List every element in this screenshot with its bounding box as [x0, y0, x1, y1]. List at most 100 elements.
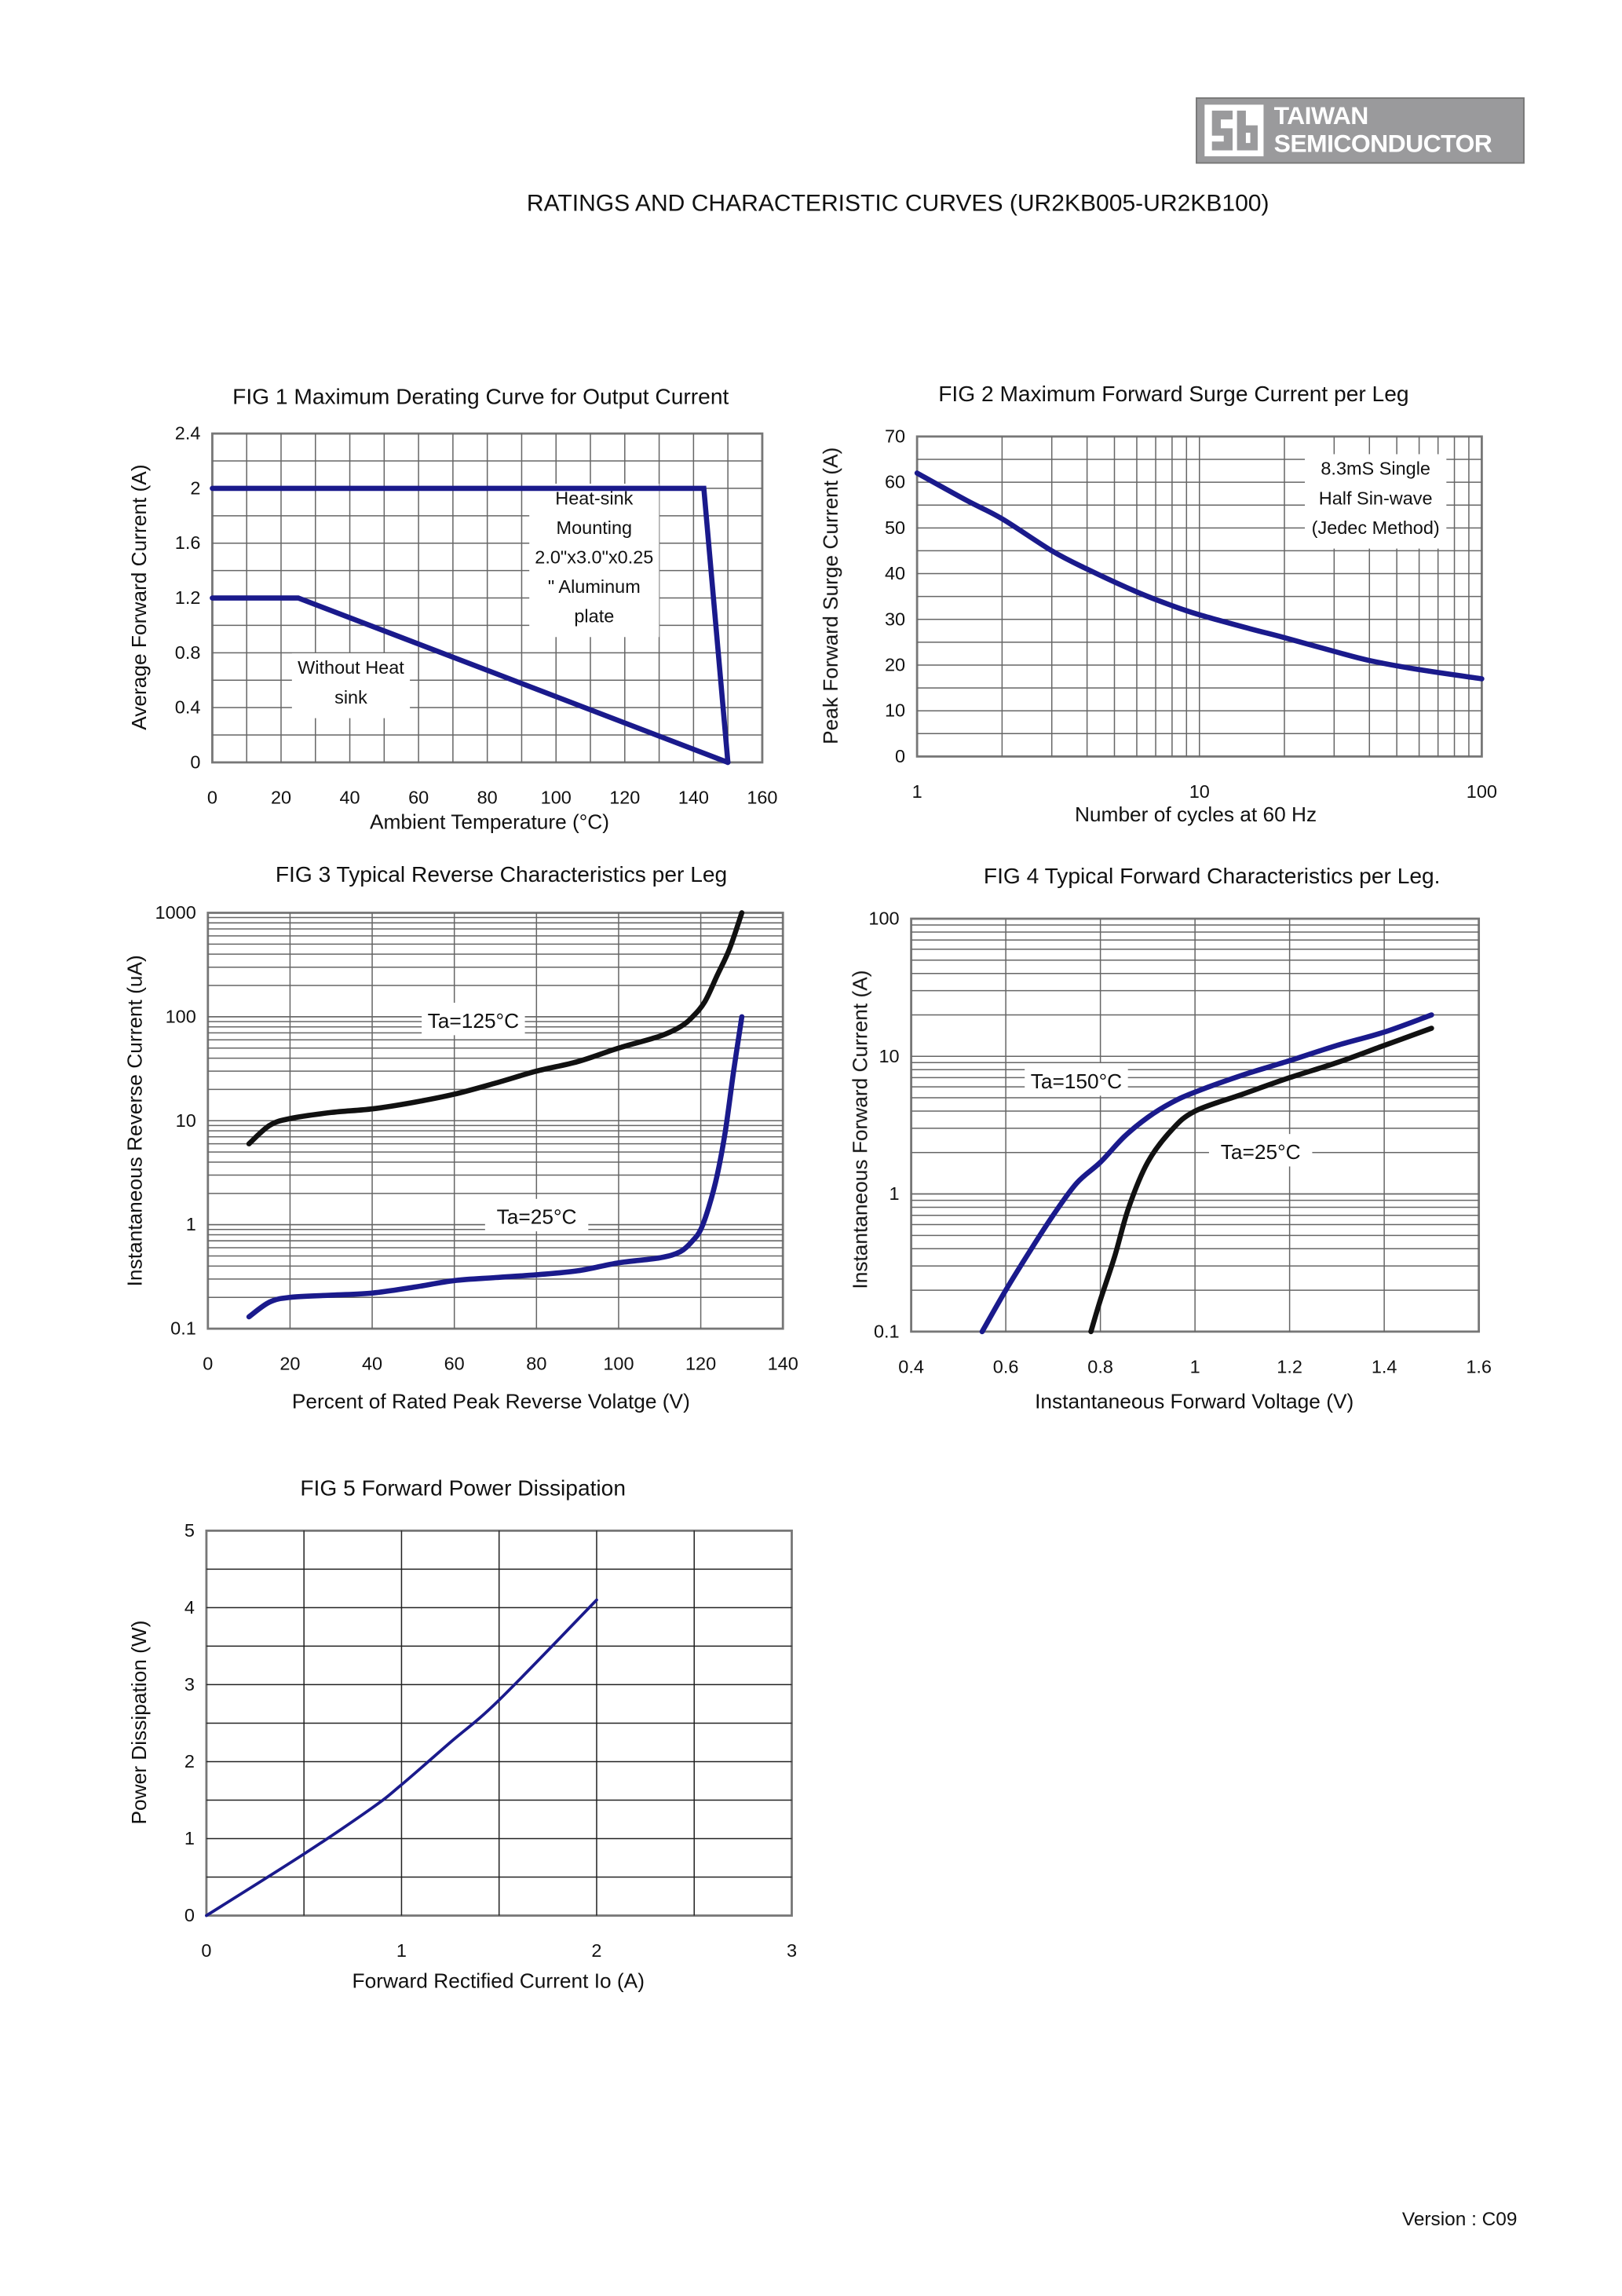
y-axis-label: Average Forward Current (A): [127, 464, 151, 729]
series-label: Ta=25°C: [497, 1205, 577, 1229]
x-axis-label: Percent of Rated Peak Reverse Volatge (V…: [292, 1389, 690, 1413]
x-tick-label: 1.6: [1466, 1356, 1492, 1377]
y-tick-label: 2: [190, 477, 200, 498]
y-axis-label: Power Dissipation (W): [127, 1621, 151, 1825]
series-label-background: [484, 1198, 589, 1232]
x-tick-label: 160: [747, 788, 777, 808]
y-axis-label: Peak Forward Surge Current (A): [819, 448, 842, 744]
x-tick-label: 40: [362, 1354, 382, 1374]
x-tick-label: 100: [1467, 781, 1497, 802]
x-tick-label: 60: [444, 1354, 465, 1374]
x-tick-label: 0: [201, 1940, 211, 1961]
x-tick-label: 100: [541, 788, 572, 808]
series-line-1: [246, 910, 745, 1146]
y-tick-label: 60: [885, 472, 905, 492]
taiwan-semiconductor-logo: TAIWAN SEMICONDUCTOR: [1196, 97, 1525, 164]
y-tick-label: 1000: [155, 902, 196, 923]
annotation-text: Heat-sink: [555, 488, 633, 508]
y-tick-label: 0.8: [175, 642, 201, 663]
series-line-1: [914, 470, 1485, 682]
y-tick-label: 100: [868, 909, 899, 929]
x-tick-label: 1: [1190, 1356, 1200, 1377]
y-tick-label: 10: [885, 700, 905, 721]
y-tick-label: 0: [190, 751, 200, 772]
y-tick-label: 100: [166, 1006, 196, 1026]
chart-title: FIG 3 Typical Reverse Characteristics pe…: [276, 861, 727, 887]
x-tick-label: 40: [340, 788, 360, 808]
x-tick-label: 0: [207, 788, 217, 808]
series-label-background: [1025, 1063, 1128, 1096]
ts-logo-mark-icon: [1204, 104, 1264, 157]
x-tick-label: 80: [477, 788, 498, 808]
series-line-1: [205, 1598, 598, 1918]
x-tick-label: 1: [396, 1940, 407, 1961]
y-tick-label: 2: [184, 1751, 195, 1771]
annotation-background: [529, 483, 659, 638]
x-tick-label: 20: [279, 1354, 300, 1374]
x-tick-label: 120: [609, 788, 640, 808]
annotation-text: sink: [334, 687, 367, 707]
x-tick-label: 10: [1189, 781, 1210, 802]
annotation-text: " Aluminum: [548, 576, 641, 597]
logo-line1: TAIWAN: [1273, 101, 1369, 130]
x-axis-label: Instantaneous Forward Voltage (V): [1035, 1389, 1353, 1413]
chart-title: FIG 4 Typical Forward Characteristics pe…: [984, 863, 1441, 888]
x-tick-label: 3: [787, 1940, 797, 1961]
y-tick-label: 0.1: [874, 1321, 900, 1341]
fig5-chart: 0 1 2 3 0 1 2 3 4 5 FIG 5 Forward Power Dissipatio…: [127, 1475, 797, 1992]
x-tick-label: 20: [271, 788, 291, 808]
x-tick-label: 1.4: [1372, 1356, 1397, 1377]
x-tick-label: 0: [203, 1354, 213, 1374]
y-tick-label: 10: [879, 1046, 899, 1066]
series-label: Ta=25°C: [1221, 1140, 1301, 1164]
y-tick-label: 4: [184, 1597, 195, 1618]
series-line-1: [210, 485, 731, 766]
fig3-chart: Ta=125°C Ta=25°C 0 20 40 60 80 100 120 140 0.1 1 10 1…: [122, 861, 798, 1413]
y-tick-label: 10: [176, 1110, 196, 1131]
series-line-2: [210, 595, 731, 766]
x-tick-label: 80: [526, 1354, 546, 1374]
y-tick-label: 5: [184, 1520, 195, 1541]
chart-title: FIG 1 Maximum Derating Curve for Output …: [232, 384, 729, 409]
y-tick-label: 0: [895, 746, 905, 766]
y-axis-label: Instantaneous Forward Current (A): [848, 971, 871, 1289]
x-tick-label: 0.6: [993, 1356, 1019, 1377]
y-tick-label: 70: [885, 426, 905, 446]
series-label: Ta=125°C: [428, 1009, 519, 1033]
version-label: Version : C09: [1401, 2207, 1518, 2230]
series-line-2: [1088, 1026, 1434, 1335]
y-tick-label: 1.6: [175, 532, 201, 553]
x-tick-label: 120: [685, 1354, 716, 1374]
x-tick-label: 1: [912, 781, 922, 802]
series-label-background: [422, 1003, 525, 1036]
annotation-text: plate: [574, 606, 614, 627]
fig2-chart: 8.3mS Single Half Sin-wave (Jedec Method) 1…: [819, 381, 1497, 826]
series-line-2: [246, 1014, 745, 1320]
y-tick-label: 1: [890, 1183, 900, 1204]
x-tick-label: 2: [591, 1940, 601, 1961]
x-tick-label: 0.8: [1087, 1356, 1113, 1377]
fig4-chart: Ta=150°C Ta=25°C 0.4 0.6 0.8 1 1.2 1.4 1.6 0.1 1 10…: [848, 863, 1492, 1413]
annotation-text: (Jedec Method): [1312, 517, 1440, 538]
chart-title: FIG 5 Forward Power Dissipation: [300, 1475, 626, 1500]
series-label: Ta=150°C: [1031, 1069, 1122, 1093]
y-tick-label: 40: [885, 563, 905, 583]
x-axis-label: Forward Rectified Current Io (A): [353, 1969, 645, 1993]
x-axis-label: Ambient Temperature (°C): [370, 810, 609, 833]
y-tick-label: 1.2: [175, 587, 201, 608]
fig1-chart: Heat-sink Mounting 2.0"x3.0"x0.25 " Aluminu…: [127, 384, 778, 834]
logo-line2: SEMICONDUCTOR: [1273, 130, 1492, 158]
x-tick-label: 140: [678, 788, 709, 808]
chart-title: FIG 2 Maximum Forward Surge Current per …: [938, 381, 1408, 406]
y-tick-label: 0.4: [175, 697, 201, 718]
y-tick-label: 0: [184, 1905, 195, 1925]
annotation-background: [1305, 454, 1447, 549]
y-tick-label: 3: [184, 1674, 195, 1695]
series-line-1: [979, 1012, 1434, 1335]
annotation-text: 8.3mS Single: [1321, 459, 1430, 479]
x-tick-label: 100: [603, 1354, 634, 1374]
y-tick-label: 0.1: [170, 1318, 196, 1339]
y-tick-label: 20: [885, 654, 905, 675]
page-title: RATINGS AND CHARACTERISTIC CURVES (UR2KB…: [526, 192, 1269, 218]
